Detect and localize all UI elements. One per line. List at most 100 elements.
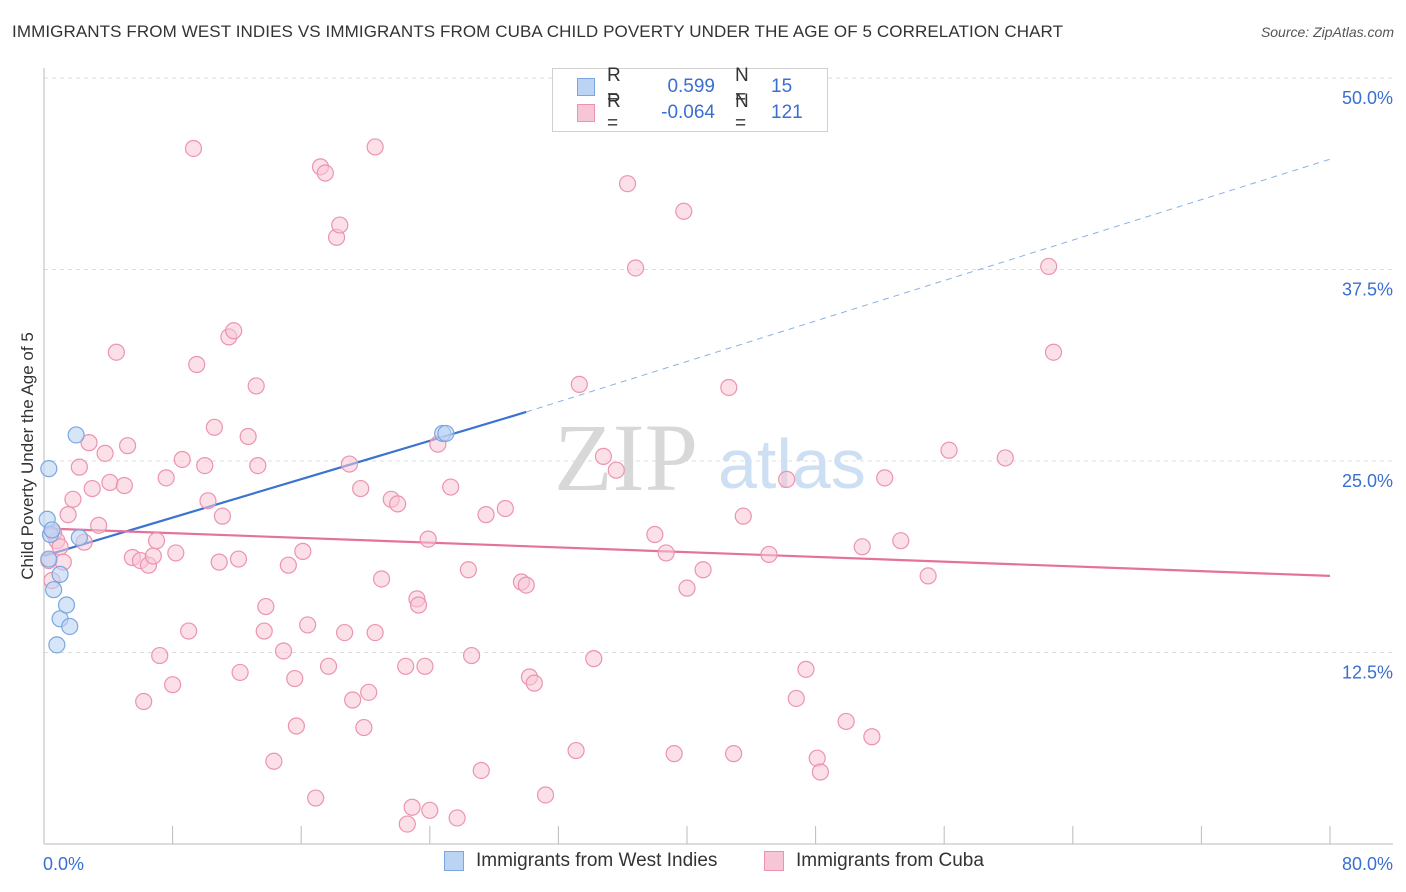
cuba-point bbox=[853, 538, 871, 556]
source-label: Source: ZipAtlas.com bbox=[1260, 24, 1394, 40]
legend-label: Immigrants from West Indies bbox=[476, 850, 718, 871]
cuba-point bbox=[421, 801, 439, 819]
cuba-point bbox=[287, 717, 305, 735]
cuba-point bbox=[398, 815, 416, 833]
west-indies-point bbox=[43, 521, 61, 539]
legend-swatch-blue bbox=[577, 78, 595, 96]
cuba-point bbox=[419, 530, 437, 548]
cuba-point bbox=[199, 492, 217, 510]
cuba-point bbox=[115, 476, 133, 495]
grid-layer bbox=[44, 77, 1393, 653]
cuba-point bbox=[279, 556, 297, 574]
cuba-point bbox=[409, 596, 428, 614]
cuba-point bbox=[196, 456, 214, 475]
cuba-point bbox=[294, 542, 312, 560]
west-indies-point bbox=[57, 596, 76, 614]
series-cuba-points bbox=[40, 138, 1063, 833]
cuba-point bbox=[525, 674, 543, 692]
y-tick-label: 50.0% bbox=[1342, 88, 1393, 108]
legend-item-west-indies: Immigrants from West Indies bbox=[444, 850, 717, 872]
west-indies-point bbox=[67, 426, 85, 444]
cuba-point bbox=[319, 657, 338, 675]
cuba-point bbox=[626, 259, 645, 277]
cuba-point bbox=[188, 355, 206, 374]
r-label: R = bbox=[607, 65, 621, 108]
cuba-point bbox=[101, 473, 119, 492]
cuba-point bbox=[675, 202, 693, 220]
cuba-point bbox=[144, 547, 162, 565]
cuba-point bbox=[694, 561, 712, 579]
cuba-point bbox=[403, 798, 421, 816]
cuba-point bbox=[892, 532, 910, 550]
cuba-point bbox=[646, 525, 664, 544]
cuba-point bbox=[366, 623, 384, 642]
r-value: 0.599 bbox=[667, 76, 715, 97]
n-value: 121 bbox=[771, 102, 803, 123]
cuba-point bbox=[151, 646, 169, 665]
cuba-point bbox=[657, 544, 675, 562]
cuba-point bbox=[180, 622, 198, 640]
cuba-point bbox=[618, 175, 637, 193]
cuba-point bbox=[247, 377, 265, 395]
cuba-point bbox=[919, 567, 937, 585]
series-west-indies-points bbox=[38, 424, 455, 654]
cuba-point bbox=[996, 449, 1014, 467]
cuba-point bbox=[225, 322, 243, 340]
n-label: N = bbox=[735, 91, 749, 134]
cuba-point bbox=[725, 745, 743, 763]
cuba-point bbox=[167, 544, 185, 562]
y-axis-label: Child Poverty Under the Age of 5 bbox=[18, 332, 37, 580]
legend-item-cuba: Immigrants from Cuba bbox=[764, 850, 984, 872]
cuba-point bbox=[720, 378, 738, 397]
x-tick-label-max: 80.0% bbox=[1342, 854, 1393, 874]
cuba-point bbox=[389, 495, 407, 513]
cuba-point bbox=[355, 718, 373, 737]
cuba-point bbox=[340, 455, 359, 473]
axes-layer: 0.0% 80.0% Child Poverty Under the Age o… bbox=[18, 68, 1393, 874]
cuba-point bbox=[536, 786, 555, 804]
watermark-zip: ZIP bbox=[554, 404, 698, 511]
cuba-point bbox=[239, 427, 257, 446]
cuba-point bbox=[210, 553, 228, 571]
west-indies-point bbox=[61, 617, 79, 636]
cuba-point bbox=[231, 663, 249, 682]
legend-swatch-pink bbox=[764, 851, 784, 871]
cuba-point bbox=[459, 561, 477, 579]
cuba-point bbox=[607, 461, 625, 479]
cuba-point bbox=[96, 444, 114, 462]
cuba-point bbox=[229, 550, 248, 568]
stats-row-cuba: R = -0.064 N = 121 bbox=[577, 91, 803, 134]
cuba-point bbox=[173, 450, 191, 469]
cuba-point bbox=[70, 458, 88, 476]
cuba-point bbox=[940, 441, 958, 459]
cuba-point bbox=[286, 669, 304, 688]
cuba-point bbox=[205, 418, 223, 436]
cuba-point bbox=[372, 570, 391, 588]
cuba-point bbox=[837, 712, 855, 731]
west-indies-point bbox=[45, 581, 63, 599]
cuba-point bbox=[164, 676, 182, 694]
cuba-point bbox=[1040, 257, 1058, 276]
legend-swatch-pink bbox=[577, 104, 595, 122]
cuba-point bbox=[80, 434, 98, 452]
west-indies-point bbox=[48, 636, 66, 654]
cuba-point bbox=[274, 642, 293, 660]
west-indies-point bbox=[40, 550, 58, 568]
cuba-point bbox=[472, 761, 490, 780]
watermark: ZIP atlas bbox=[554, 404, 866, 511]
cuba-point bbox=[249, 456, 267, 475]
cuba-point bbox=[594, 447, 613, 466]
cuba-point bbox=[352, 479, 370, 498]
west-indies-point bbox=[51, 565, 69, 583]
x-tick-label-min: 0.0% bbox=[43, 854, 84, 874]
n-label: N = bbox=[735, 65, 749, 108]
cuba-point bbox=[366, 138, 384, 156]
cuba-point bbox=[360, 683, 378, 701]
cuba-point bbox=[64, 490, 82, 508]
cuba-point bbox=[257, 597, 275, 616]
cuba-point bbox=[107, 343, 125, 361]
cuba-point bbox=[811, 763, 830, 781]
cuba-point bbox=[462, 646, 481, 665]
cuba-point bbox=[678, 579, 696, 597]
